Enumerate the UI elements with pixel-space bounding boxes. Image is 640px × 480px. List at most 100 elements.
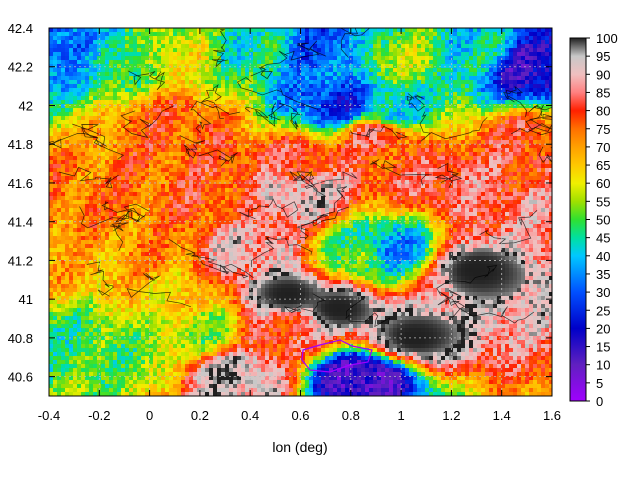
heat-cell <box>433 36 438 41</box>
heat-cell <box>481 168 486 173</box>
heat-cell <box>285 96 290 101</box>
heat-cell <box>113 64 118 69</box>
heat-cell <box>365 112 370 117</box>
heat-cell <box>109 112 114 117</box>
heat-cell <box>337 184 342 189</box>
heat-cell <box>341 140 346 145</box>
heat-cell <box>517 136 522 141</box>
heat-cell <box>213 112 218 117</box>
heat-cell <box>253 140 258 145</box>
heat-cell <box>349 152 354 157</box>
heat-cell <box>517 160 522 165</box>
heat-cell <box>197 96 202 101</box>
heat-cell <box>469 136 474 141</box>
heat-cell <box>137 100 142 105</box>
heat-cell <box>69 132 74 137</box>
heat-cell <box>125 104 130 109</box>
heat-cell <box>217 172 222 177</box>
heat-cell <box>329 180 334 185</box>
heat-cell <box>233 80 238 85</box>
heat-cell <box>353 76 358 81</box>
heat-cell <box>133 172 138 177</box>
heat-cell <box>357 108 362 113</box>
heat-cell <box>417 88 422 93</box>
heat-cell <box>229 60 234 65</box>
heat-cell <box>53 28 58 33</box>
heat-cell <box>281 168 286 173</box>
heat-cell <box>309 124 314 129</box>
heat-cell <box>205 52 210 57</box>
heat-cell <box>105 100 110 105</box>
heat-cell <box>145 164 150 169</box>
heat-cell <box>249 68 254 73</box>
heat-cell <box>221 84 226 89</box>
heat-cell <box>517 144 522 149</box>
heat-cell <box>269 72 274 77</box>
heat-cell <box>261 72 266 77</box>
heat-cell <box>321 44 326 49</box>
heat-cell <box>237 28 242 33</box>
heat-cell <box>73 120 78 125</box>
heat-cell <box>253 124 258 129</box>
heat-cell <box>325 44 330 49</box>
heat-cell <box>173 60 178 65</box>
heat-cell <box>381 64 386 69</box>
heat-cell <box>181 176 186 181</box>
heat-cell <box>473 36 478 41</box>
heat-cell <box>465 176 470 181</box>
heat-cell <box>385 144 390 149</box>
heat-cell <box>253 132 258 137</box>
heat-cell <box>465 88 470 93</box>
heat-cell <box>449 100 454 105</box>
heat-cell <box>173 108 178 113</box>
heat-cell <box>185 132 190 137</box>
heat-cell <box>525 116 530 121</box>
heat-cell <box>173 100 178 105</box>
heat-cell <box>385 68 390 73</box>
heat-cell <box>221 36 226 41</box>
heat-cell <box>61 136 66 141</box>
heat-cell <box>181 100 186 105</box>
heat-cell <box>145 32 150 37</box>
heat-cell <box>325 148 330 153</box>
heat-cell <box>433 56 438 61</box>
heat-cell <box>61 180 66 185</box>
heat-cell <box>109 116 114 121</box>
heat-cell <box>313 164 318 169</box>
heat-cell <box>225 164 230 169</box>
heat-cell <box>77 184 82 189</box>
heat-cell <box>157 144 162 149</box>
heat-cell <box>53 48 58 53</box>
heat-cell <box>517 164 522 169</box>
heat-cell <box>77 32 82 37</box>
heat-cell <box>281 64 286 69</box>
heat-cell <box>305 180 310 185</box>
heat-cell <box>213 44 218 49</box>
heat-cell <box>85 88 90 93</box>
heat-cell <box>289 184 294 189</box>
heat-cell <box>521 124 526 129</box>
heat-cell <box>493 164 498 169</box>
heat-cell <box>413 44 418 49</box>
heat-cell <box>309 76 314 81</box>
heat-cell <box>221 112 226 117</box>
heat-cell <box>421 132 426 137</box>
heat-cell <box>117 128 122 133</box>
heat-cell <box>177 100 182 105</box>
heat-cell <box>61 124 66 129</box>
heat-cell <box>437 44 442 49</box>
heat-cell <box>209 80 214 85</box>
heat-cell <box>309 60 314 65</box>
heat-cell <box>469 124 474 129</box>
heat-cell <box>49 84 54 89</box>
heat-cell <box>429 68 434 73</box>
heat-cell <box>477 48 482 53</box>
heat-cell <box>193 36 198 41</box>
heat-cell <box>345 44 350 49</box>
heat-cell <box>325 112 330 117</box>
heat-cell <box>357 96 362 101</box>
heat-cell <box>349 100 354 105</box>
heat-cell <box>157 164 162 169</box>
heat-cell <box>185 80 190 85</box>
heat-cell <box>73 80 78 85</box>
